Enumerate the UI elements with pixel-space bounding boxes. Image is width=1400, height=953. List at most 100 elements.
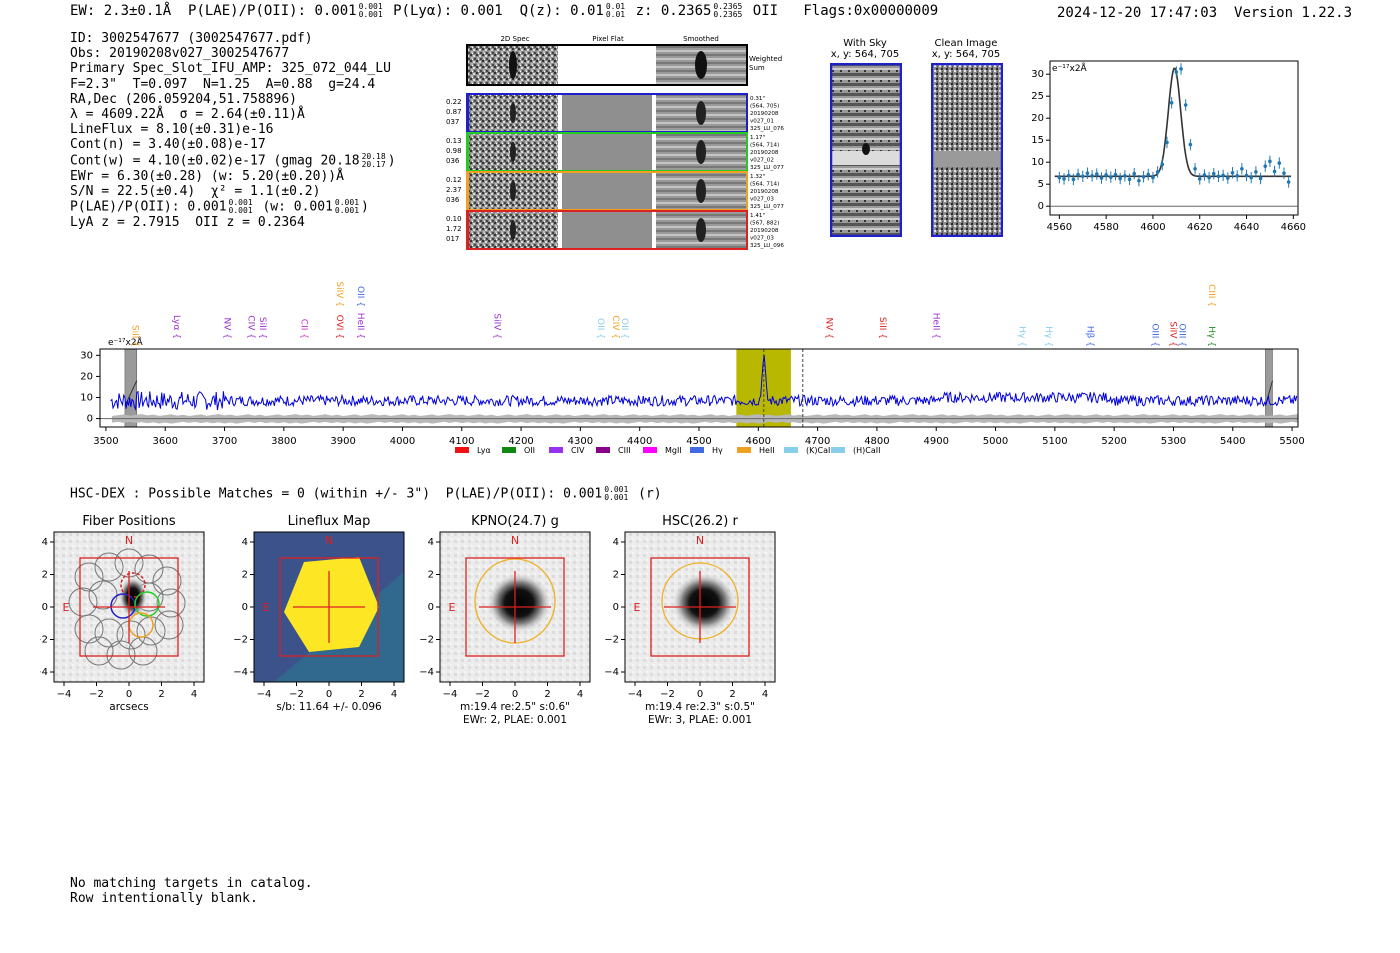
zoom-data-point xyxy=(1282,171,1286,175)
panel-xtick: −4 xyxy=(628,689,643,700)
spec-xtick: 4100 xyxy=(449,436,474,447)
zoom-data-point xyxy=(1174,70,1179,74)
panel-ytick: −4 xyxy=(233,667,248,678)
timestamp: 2024-12-20 17:47:03 xyxy=(1057,5,1218,21)
cutout-right-label: 1.17" xyxy=(750,135,765,141)
info-plae: P(LAE)/P(OII): 0.001 0.001 0.001 (w: 0.001… xyxy=(70,198,369,216)
plae-fraction: 0.001 0.001 xyxy=(358,2,383,19)
legend-label: OII xyxy=(524,446,535,455)
panel-ytick: −4 xyxy=(604,667,619,678)
info-cont-n: Cont(n) = 3.40(±0.08)e-17 xyxy=(70,137,266,153)
spec-ytick: 0 xyxy=(87,414,93,425)
cutout-right-label: 325_LU_076 xyxy=(750,126,784,132)
info-lineflux: LineFlux = 8.10(±0.31)e-16 xyxy=(70,122,274,138)
aperture-box xyxy=(279,557,379,657)
zoom-xtick: 4640 xyxy=(1234,222,1259,233)
emission-line-label: NV { xyxy=(824,318,834,339)
zoom-data-point xyxy=(1057,175,1062,180)
plya-value: P(Lyα): 0.001 xyxy=(393,3,503,19)
cutout-right-label: 20190208 xyxy=(750,150,779,156)
zoom-xtick: 4620 xyxy=(1187,222,1212,233)
zoom-data-point xyxy=(1179,67,1183,71)
panel-xtick: 0 xyxy=(326,689,332,700)
emission-line-label: Hγ { xyxy=(1043,326,1053,347)
cutout-grid: 2D Spec Pixel Flat Smoothed Weighted Sum… xyxy=(446,35,784,250)
spec-xtick: 5000 xyxy=(983,436,1008,447)
spec-xtick: 4900 xyxy=(924,436,949,447)
zoom-xtick: 4600 xyxy=(1140,222,1165,233)
panel-ytick: −2 xyxy=(604,635,619,646)
clean-image xyxy=(931,63,1003,237)
panel-xtick: −4 xyxy=(443,689,458,700)
zoom-data-point xyxy=(1272,169,1277,174)
qz-value: Q(z): 0.01 xyxy=(519,3,604,19)
col-header-flat: Pixel Flat xyxy=(592,35,624,43)
cutout-right-label: v027_03 xyxy=(750,197,774,203)
panel-ytick: 0 xyxy=(242,602,248,613)
cutout-left-label: 0.10 xyxy=(446,215,462,223)
panel-xtick: −2 xyxy=(660,689,675,700)
emission-line-label: SiII { xyxy=(257,317,267,339)
legend-swatch xyxy=(455,447,469,453)
emission-line-label: SiII { xyxy=(130,325,140,347)
legend-swatch xyxy=(502,447,516,453)
zoom-data-point xyxy=(1090,174,1094,178)
zoom-xtick: 4580 xyxy=(1093,222,1118,233)
panel-ytick: 0 xyxy=(428,602,434,613)
info-radec: RA,Dec (206.059204,51.758896) xyxy=(70,91,297,107)
zoom-ytick: 15 xyxy=(1031,135,1044,146)
zoom-ytick: 20 xyxy=(1031,113,1044,124)
panel-title: Lineflux Map xyxy=(288,514,371,529)
zoom-data-point xyxy=(1155,170,1160,174)
panel-xtick: 0 xyxy=(697,689,703,700)
emission-line-label: SiIV { xyxy=(1167,321,1177,347)
zoom-data-point xyxy=(1240,167,1244,171)
image-panel: Fiber Positions N E −4 4 −2 2 0 0 2 −2 4 −4 arcsecs xyxy=(40,514,205,713)
zoom-data-point xyxy=(1123,174,1127,178)
zoom-data-point xyxy=(1268,159,1272,164)
spec-xtick: 3900 xyxy=(330,436,355,447)
spec-xtick: 5300 xyxy=(1161,436,1186,447)
east-label: E xyxy=(263,601,270,614)
spec-xtick: 3600 xyxy=(153,436,178,447)
zoom-data-point xyxy=(1207,175,1211,180)
panel-xtick: −4 xyxy=(57,689,72,700)
spec-xtick: 4700 xyxy=(805,436,830,447)
svg-text:Sum: Sum xyxy=(749,64,765,72)
zoom-data-point xyxy=(1099,176,1104,180)
spec-xtick: 4300 xyxy=(568,436,593,447)
panel-caption: m:19.4 re:2.5" s:0.6" xyxy=(460,701,570,713)
with-sky-image xyxy=(830,63,902,237)
legend-label: Lyα xyxy=(477,446,491,455)
cutout-right-label: (564, 714) xyxy=(750,182,779,188)
col-header-2d: 2D Spec xyxy=(500,35,529,43)
cutout-right-label: 20190208 xyxy=(750,228,779,234)
east-label: E xyxy=(449,601,456,614)
version-stamp: 2024-12-20 17:47:03 Version 1.22.3 xyxy=(1057,5,1352,21)
full-spectrum-chart: e⁻¹⁷x2Å 0 10 20 30 3500 3600 3700 3800 3900 4000 41… xyxy=(80,281,1305,455)
spec-unit-label: e⁻¹⁷x2Å xyxy=(108,336,144,348)
panel-ytick: 2 xyxy=(242,570,248,581)
emission-line-label: HeII { xyxy=(355,313,365,339)
legend-label: HeII xyxy=(759,446,775,455)
emission-line-label: CII { xyxy=(299,319,309,339)
panel-ytick: 0 xyxy=(42,602,48,613)
cutout-left-label: 037 xyxy=(446,118,459,126)
cutout-left-label: 1.72 xyxy=(446,225,462,233)
cutout-right-label: (564, 714) xyxy=(750,143,779,149)
spec-ytick: 30 xyxy=(80,350,93,361)
zoom-data-point xyxy=(1254,170,1258,174)
emission-line-label: HeII { xyxy=(930,313,940,339)
weighted-sum-row: Weighted Sum xyxy=(466,44,782,86)
panel-xtick: −2 xyxy=(475,689,490,700)
panel-ytick: −2 xyxy=(233,635,248,646)
zoom-data-point xyxy=(1062,177,1066,181)
spec-ytick: 10 xyxy=(80,392,93,403)
spec-xtick: 5100 xyxy=(1042,436,1067,447)
cutout-right-label: v027_03 xyxy=(750,236,774,242)
with-sky-title: With Sky x, y: 564, 705 xyxy=(830,38,900,60)
panel-ytick: 2 xyxy=(613,570,619,581)
zoom-xtick: 4660 xyxy=(1281,222,1306,233)
cutout-right-label: 325_LU_096 xyxy=(750,243,784,249)
